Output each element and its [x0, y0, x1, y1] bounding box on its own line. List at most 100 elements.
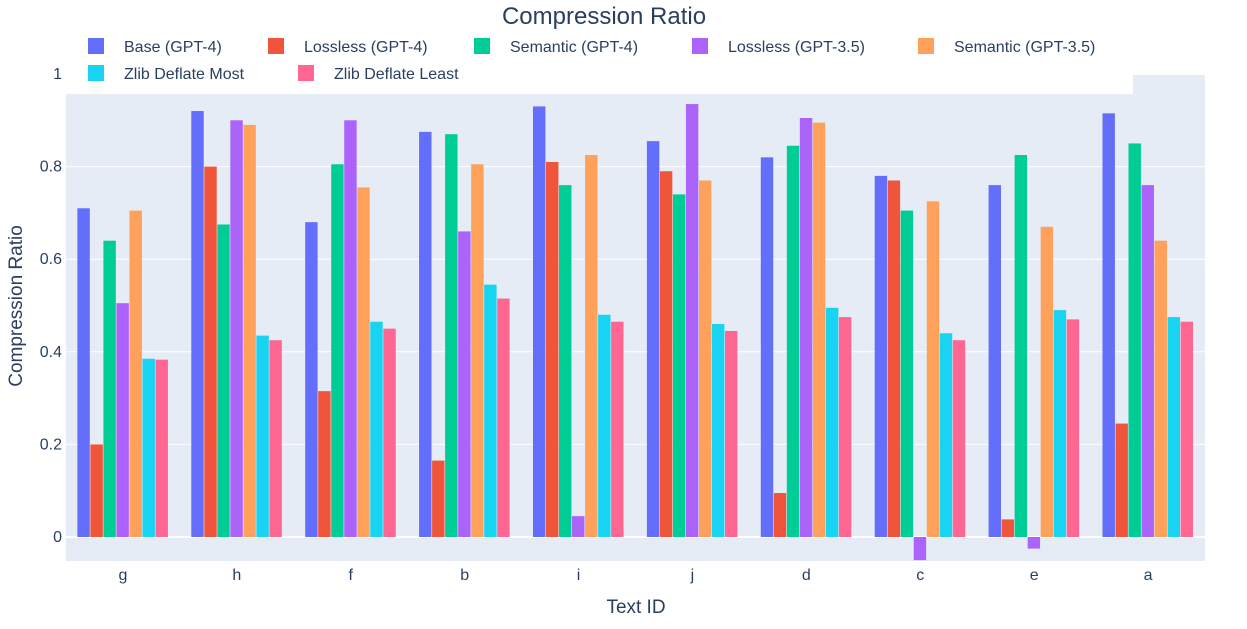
y-axis-title: Compression Ratio [6, 225, 27, 387]
bar [458, 231, 471, 538]
bar [191, 111, 204, 537]
bar [825, 307, 839, 537]
bar [103, 240, 116, 537]
bar [318, 391, 331, 537]
bar [155, 359, 168, 537]
bar [357, 187, 370, 537]
bar [445, 134, 458, 537]
bar [646, 141, 660, 537]
bar [786, 145, 800, 537]
bars [77, 104, 1194, 561]
x-tick-label: d [802, 567, 811, 584]
bar [1141, 185, 1154, 537]
x-tick-label: h [232, 567, 241, 584]
bar [243, 124, 256, 538]
bar [1167, 317, 1180, 537]
legend-swatch [88, 38, 104, 54]
legend-swatch [268, 38, 284, 54]
bar [532, 106, 546, 537]
bar [331, 164, 344, 537]
bar [559, 185, 572, 537]
bar [230, 120, 243, 538]
bar [1128, 143, 1141, 537]
bar [672, 194, 686, 537]
legend-swatch [918, 38, 934, 54]
bar [838, 317, 852, 537]
y-tick-label: 0.8 [40, 159, 62, 176]
legend-label: Base (GPT-4) [124, 39, 222, 56]
y-tick-label: 0.2 [40, 436, 62, 453]
bar [90, 444, 103, 537]
legend-label: Zlib Deflate Most [124, 66, 245, 83]
bar [926, 201, 940, 537]
x-tick-label: c [916, 567, 924, 584]
bar [572, 516, 585, 537]
bar [546, 161, 559, 537]
bar [256, 335, 269, 537]
legend-swatch [88, 65, 104, 81]
bar [760, 157, 774, 537]
bar [1115, 423, 1128, 537]
legend-label: Lossless (GPT-3.5) [728, 39, 865, 56]
bar [129, 210, 142, 537]
bar [1154, 240, 1167, 537]
bar [799, 117, 813, 538]
bar [432, 460, 445, 537]
bar [204, 166, 217, 537]
bar [611, 321, 624, 537]
bar [874, 175, 888, 538]
bar [711, 324, 725, 537]
x-tick-label: i [577, 567, 581, 584]
legend-label: Lossless (GPT-4) [304, 39, 428, 56]
bar [305, 222, 318, 537]
bar [988, 185, 1002, 537]
chart-title: Compression Ratio [502, 3, 706, 30]
bar [585, 155, 598, 537]
y-tick-label: 0 [53, 529, 62, 546]
bar [685, 104, 699, 537]
bar [484, 284, 497, 537]
x-tick-label: b [460, 567, 469, 584]
x-tick-label: g [118, 567, 127, 584]
bar [77, 208, 90, 537]
y-tick-label: 1 [53, 66, 62, 83]
y-tick-labels: 0 0.2 0.4 0.6 0.8 1 [40, 66, 62, 546]
bar [217, 224, 230, 537]
bar [1066, 319, 1080, 537]
bar [1027, 537, 1041, 549]
bar [887, 180, 901, 538]
bar [269, 340, 282, 537]
legend-label: Semantic (GPT-4) [510, 39, 638, 56]
bar [344, 120, 357, 538]
legend-background [66, 30, 1133, 94]
bar [1040, 226, 1054, 538]
bar [598, 314, 611, 537]
bar [952, 340, 966, 537]
bar [773, 493, 787, 537]
legend-swatch [692, 38, 708, 54]
bar [724, 330, 738, 537]
bar [142, 358, 155, 537]
legend: Base (GPT-4) Lossless (GPT-4) Semantic (GP… [88, 38, 1095, 83]
legend-label: Zlib Deflate Least [334, 66, 459, 83]
bar [497, 298, 510, 537]
bar [471, 164, 484, 537]
x-tick-label: e [1030, 567, 1039, 584]
x-tick-label: j [690, 567, 695, 584]
bar [419, 131, 432, 538]
y-tick-label: 0.4 [40, 344, 62, 361]
bar [1014, 155, 1028, 537]
bar [939, 333, 953, 537]
y-tick-label: 0.6 [40, 251, 62, 268]
bar [116, 303, 129, 537]
bar [659, 171, 673, 538]
bar [370, 321, 383, 537]
bar [913, 537, 927, 561]
bar [812, 122, 826, 538]
bar [1102, 113, 1115, 537]
legend-swatch [474, 38, 490, 54]
bar [1053, 310, 1067, 537]
x-tick-label: a [1144, 567, 1153, 584]
